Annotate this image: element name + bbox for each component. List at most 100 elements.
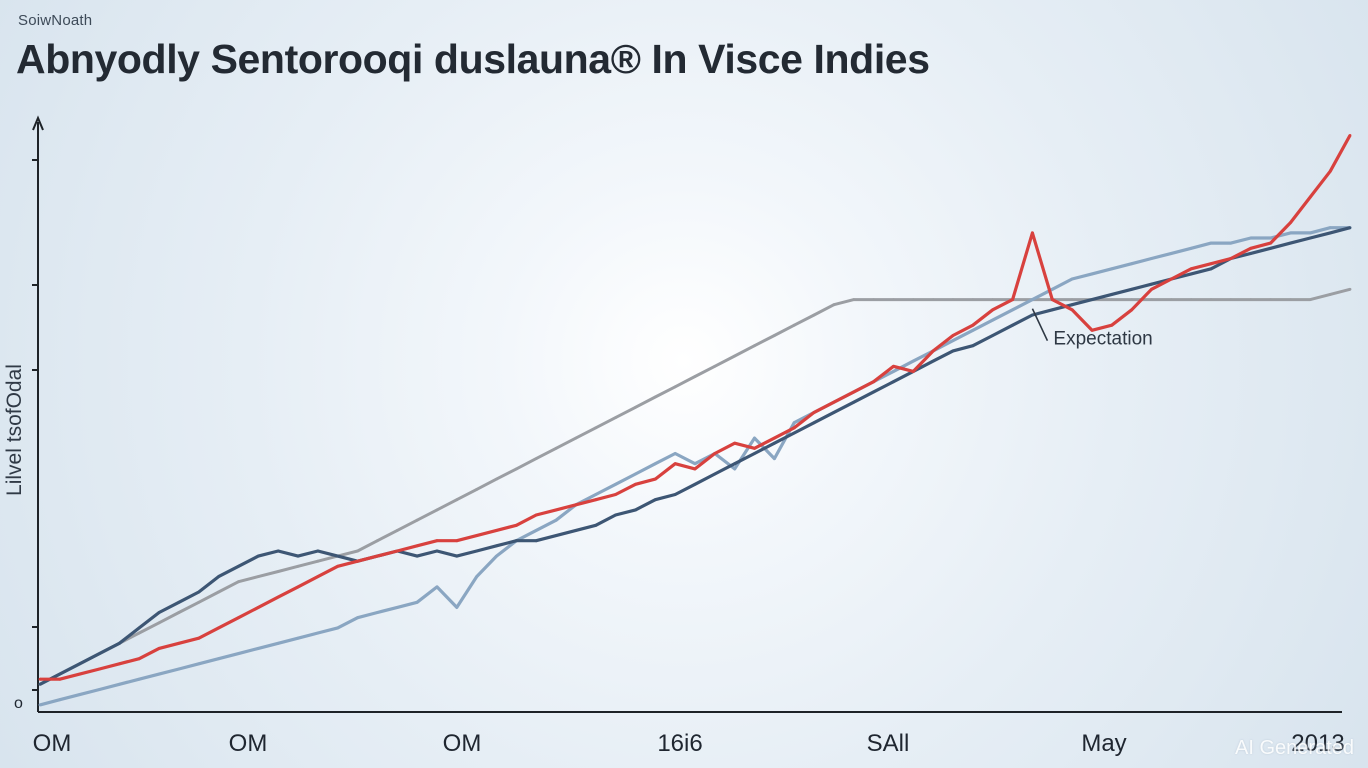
data-point	[1189, 246, 1193, 250]
data-point	[256, 647, 260, 650]
data-point	[276, 595, 280, 599]
data-point	[614, 513, 617, 517]
data-point	[673, 385, 677, 389]
data-point	[1249, 252, 1253, 255]
data-point	[237, 564, 240, 568]
data-point	[1150, 282, 1153, 286]
data-point	[455, 539, 459, 543]
data-point	[951, 339, 955, 342]
data-point	[634, 508, 637, 512]
data-point	[773, 436, 776, 440]
axes: o	[14, 115, 1342, 713]
data-point	[911, 370, 915, 373]
data-point	[1328, 226, 1332, 230]
data-point	[733, 354, 737, 358]
data-point	[832, 411, 836, 414]
data-point	[237, 580, 240, 584]
data-point	[1209, 241, 1213, 245]
data-point	[475, 534, 479, 537]
data-point	[118, 662, 121, 666]
data-point	[1308, 298, 1312, 301]
data-point	[852, 298, 856, 301]
data-point	[197, 636, 201, 640]
data-point	[58, 672, 62, 676]
x-tick-label: OM	[229, 730, 268, 757]
series-layer	[38, 134, 1352, 707]
data-point	[137, 677, 141, 681]
data-point	[217, 590, 221, 594]
data-point	[753, 344, 756, 348]
data-point	[1050, 298, 1054, 301]
data-point	[98, 667, 101, 671]
data-point	[1031, 231, 1034, 235]
data-point	[495, 477, 498, 481]
data-point	[1289, 241, 1292, 245]
data-point	[1110, 323, 1114, 327]
data-point	[1150, 298, 1153, 301]
data-point	[1328, 293, 1332, 296]
data-point	[177, 611, 181, 614]
data-point	[316, 559, 320, 563]
data-point	[256, 575, 260, 578]
x-tick-label: SAll	[867, 730, 910, 757]
data-point	[713, 364, 717, 368]
data-point	[693, 467, 697, 471]
data-point	[673, 452, 677, 455]
data-point	[554, 508, 558, 512]
data-point	[753, 436, 756, 440]
data-point	[118, 682, 121, 686]
data-point	[554, 534, 558, 537]
data-point	[296, 585, 300, 589]
data-point	[217, 626, 221, 630]
data-point	[356, 616, 359, 620]
data-point	[1070, 298, 1074, 301]
data-point	[753, 446, 756, 450]
data-point	[792, 421, 796, 425]
data-point	[773, 457, 776, 460]
data-point	[951, 334, 955, 337]
data-point	[58, 677, 62, 681]
data-point	[1070, 303, 1074, 307]
data-point	[892, 370, 895, 373]
data-point	[1031, 298, 1034, 301]
data-point	[1209, 298, 1213, 301]
series-4	[38, 287, 1352, 686]
data-point	[475, 575, 479, 578]
data-point	[1308, 195, 1312, 199]
data-point	[931, 359, 935, 363]
data-point	[574, 436, 578, 440]
data-point	[316, 575, 320, 578]
data-point	[296, 564, 300, 568]
data-point	[911, 359, 915, 363]
data-point	[1090, 328, 1094, 332]
data-point	[1229, 298, 1233, 301]
data-point	[296, 554, 300, 558]
data-point	[1269, 246, 1272, 250]
data-point	[237, 616, 240, 620]
data-point	[1170, 277, 1173, 281]
data-point	[376, 539, 379, 543]
series-2	[38, 226, 1352, 686]
data-point	[276, 641, 280, 645]
data-point	[634, 405, 637, 409]
annotation-leader	[1031, 308, 1049, 342]
data-point	[1289, 221, 1292, 225]
data-point	[733, 441, 737, 445]
data-point	[1090, 298, 1094, 301]
data-point	[594, 426, 598, 430]
data-point	[197, 600, 201, 604]
y-tick-label: o	[14, 695, 23, 712]
data-point	[991, 334, 995, 337]
annotation: Expectation	[1031, 308, 1153, 350]
data-point	[1269, 241, 1272, 245]
data-point	[931, 298, 935, 301]
data-point	[455, 606, 459, 609]
data-point	[1269, 298, 1272, 301]
data-point	[515, 539, 518, 543]
data-point	[792, 426, 796, 430]
data-point	[256, 606, 260, 609]
data-point	[1130, 308, 1134, 312]
data-point	[951, 349, 955, 353]
data-point	[673, 493, 677, 496]
data-point	[1070, 277, 1074, 281]
